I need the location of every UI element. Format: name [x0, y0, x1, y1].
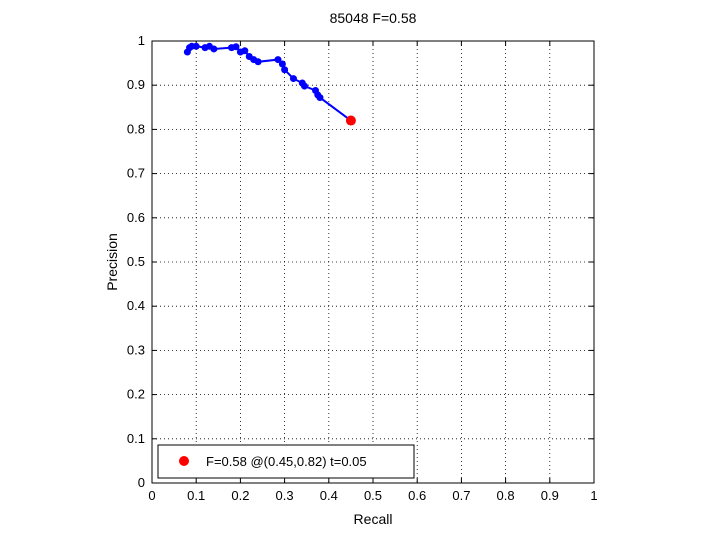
x-tick-label: 0.8 [497, 488, 515, 503]
data-point [274, 56, 282, 64]
y-tick-label: 0.8 [127, 121, 145, 136]
y-tick-label: 0.6 [127, 210, 145, 225]
x-tick-label: 0.3 [276, 488, 294, 503]
x-tick-label: 0.1 [187, 488, 205, 503]
axis-ticks: 0 0.1 0.2 0.3 0.4 0.5 0.6 0.7 0.8 0.9 1 0 0.1 0.2 0.3 0… [127, 33, 598, 503]
data-point [192, 42, 200, 50]
x-tick-label: 0.5 [364, 488, 382, 503]
series-line [186, 45, 352, 122]
data-point [300, 82, 308, 90]
data-point [289, 75, 297, 83]
data-point [232, 43, 240, 51]
y-tick-label: 0 [138, 475, 145, 490]
x-tick-label: 0.9 [541, 488, 559, 503]
y-tick-label: 0.9 [127, 77, 145, 92]
x-tick-label: 0 [148, 488, 155, 503]
series [183, 42, 356, 126]
y-tick-label: 0.4 [127, 298, 145, 313]
x-axis-label: Recall [354, 511, 393, 527]
data-point [316, 94, 324, 102]
y-tick-label: 0.5 [127, 254, 145, 269]
grid [152, 41, 594, 483]
legend-box [157, 444, 415, 479]
best-f-point [345, 115, 356, 126]
data-point [281, 66, 289, 74]
data-point [254, 58, 262, 66]
legend-marker [179, 456, 189, 466]
legend-entry: F=0.58 @(0.45,0.82) t=0.05 [206, 454, 367, 469]
y-tick-label: 0.3 [127, 342, 145, 357]
x-tick-label: 0.7 [452, 488, 470, 503]
data-point [210, 45, 218, 53]
x-tick-label: 1 [590, 488, 597, 503]
y-tick-label: 1 [138, 33, 145, 48]
y-tick-label: 0.2 [127, 387, 145, 402]
data-point [278, 60, 286, 68]
y-tick-label: 0.1 [127, 431, 145, 446]
chart-title: 85048 F=0.58 [330, 10, 417, 26]
x-tick-label: 0.6 [408, 488, 426, 503]
x-tick-label: 0.2 [231, 488, 249, 503]
data-point [241, 47, 249, 55]
x-tick-label: 0.4 [320, 488, 338, 503]
y-tick-label: 0.7 [127, 166, 145, 181]
legend: F=0.58 @(0.45,0.82) t=0.05 [157, 444, 415, 479]
plot-frame [151, 40, 595, 484]
y-axis-label: Precision [104, 233, 120, 291]
